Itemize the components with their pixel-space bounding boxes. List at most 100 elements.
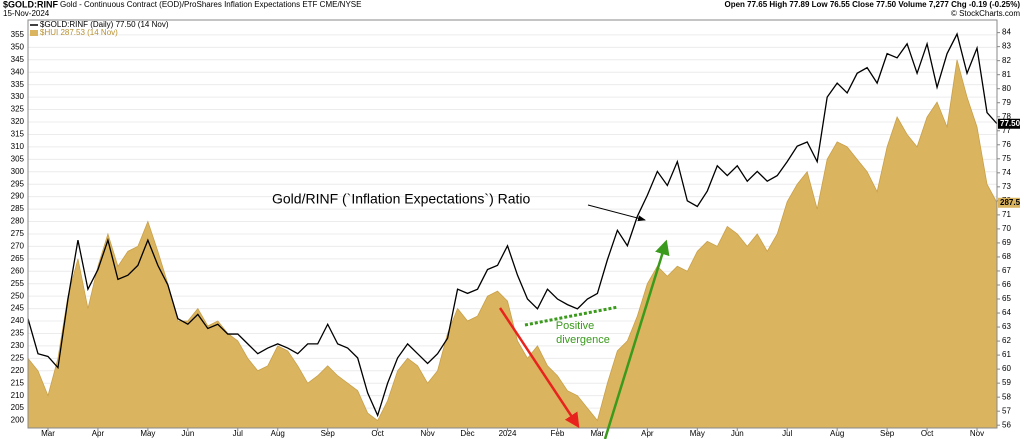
y2-tick-label: 58 [1002,392,1011,401]
y-tick-label: 315 [11,130,25,139]
x-tick-label: Sep [880,429,895,438]
subtitle: Gold - Continuous Contract (EOD)/ProShar… [60,0,361,9]
y-tick-label: 265 [11,254,25,263]
y2-tick-label: 84 [1002,28,1011,37]
y-tick-label: 340 [11,67,25,76]
y2-tick-label: 83 [1002,42,1011,51]
y2-tick-label: 81 [1002,70,1011,79]
x-tick-label: Jun [731,429,744,438]
y-tick-label: 210 [11,391,25,400]
annotation-arrow [587,204,646,222]
x-tick-label: May [140,429,155,438]
legend-swatch [30,30,38,36]
y2-tick-label: 74 [1002,168,1011,177]
x-tick-label: Aug [830,429,844,438]
plot-frame [27,19,998,429]
y-tick-label: 325 [11,105,25,114]
y2-tick-label: 69 [1002,238,1011,247]
date: 15-Nov-2024 [3,9,50,18]
y2-tick-label: 75 [1002,154,1011,163]
y2-tick-label: 60 [1002,364,1011,373]
legend-label: $GOLD:RINF (Daily) 77.50 (14 Nov) [40,20,169,29]
y2-tick-label: 57 [1002,406,1011,415]
y2-tick-label: 67 [1002,266,1011,275]
x-tick-label: Nov [970,429,984,438]
y-tick-label: 275 [11,229,25,238]
last-value-box [998,197,1020,208]
x-tick-label: Sep [321,429,336,438]
x-tick-label: Jul [782,429,792,438]
divergence-line [524,305,619,327]
y2-tick-label: 63 [1002,322,1011,331]
y2-tick-label: 80 [1002,84,1011,93]
last-value-box [998,118,1020,129]
last-value-label: 77.50 [1000,119,1021,128]
y2-tick-label: 62 [1002,336,1011,345]
area [27,59,998,429]
x-tick-label: Jun [181,429,194,438]
x-tick-label: Mar [591,429,605,438]
x-tick-label: Dec [460,429,474,438]
x-tick-label: Jul [233,429,243,438]
y-tick-label: 290 [11,192,25,201]
y2-tick-label: 68 [1002,252,1011,261]
y-tick-label: 230 [11,341,25,350]
y-tick-label: 310 [11,142,25,151]
x-tick-label: Apr [641,429,654,438]
x-tick-label: Mar [41,429,55,438]
legend-label: $HUI 287.53 (14 Nov) [40,28,118,37]
y-tick-label: 245 [11,304,25,313]
x-tick-label: Aug [271,429,285,438]
y2-tick-label: 76 [1002,140,1011,149]
y2-tick-label: 77 [1002,126,1011,135]
y2-tick-label: 82 [1002,56,1011,65]
y2-tick-label: 64 [1002,308,1011,317]
y-tick-label: 215 [11,378,25,387]
x-tick-label: 2024 [499,429,517,438]
chart-title: $GOLD:RINF [3,0,59,9]
y-tick-label: 205 [11,403,25,412]
last-value-label: 287.5 [1000,198,1021,207]
y-tick-label: 250 [11,291,25,300]
credit: © StockCharts.com [951,9,1020,18]
y-tick-label: 280 [11,217,25,226]
y-tick-label: 320 [11,117,25,126]
y2-tick-label: 59 [1002,378,1011,387]
y-tick-label: 260 [11,266,25,275]
y2-tick-label: 71 [1002,210,1011,219]
y-tick-label: 220 [11,366,25,375]
y2-tick-label: 73 [1002,182,1011,191]
y-tick-label: 295 [11,179,25,188]
plot [27,32,998,429]
line [27,32,998,418]
green-arrow [603,239,670,439]
red-arrow [498,307,580,429]
y2-tick-label: 56 [1002,420,1011,429]
y-tick-label: 285 [11,204,25,213]
y-tick-label: 345 [11,55,25,64]
y-tick-label: 300 [11,167,25,176]
x-tick-label: Oct [921,429,934,438]
y2-tick-label: 70 [1002,224,1011,233]
annotation: Positive [556,320,595,332]
y2-tick-label: 65 [1002,294,1011,303]
y-tick-label: 240 [11,316,25,325]
x-tick-label: Apr [92,429,105,438]
y-tick-label: 305 [11,154,25,163]
y2-tick-label: 78 [1002,112,1011,121]
y-tick-label: 255 [11,279,25,288]
y-tick-label: 200 [11,416,25,425]
annotation: divergence [556,334,610,346]
y2-tick-label: 79 [1002,98,1011,107]
y-tick-label: 235 [11,329,25,338]
x-tick-label: Nov [420,429,434,438]
y-tick-label: 225 [11,353,25,362]
quote: Open 77.65 High 77.89 Low 76.55 Close 77… [724,0,1020,9]
y-tick-label: 330 [11,92,25,101]
x-tick-label: Oct [371,429,384,438]
y2-tick-label: 61 [1002,350,1011,359]
annotation: Gold/RINF (`Inflation Expectations`) Rat… [272,191,531,207]
x-tick-label: Feb [551,429,565,438]
y-tick-label: 350 [11,42,25,51]
